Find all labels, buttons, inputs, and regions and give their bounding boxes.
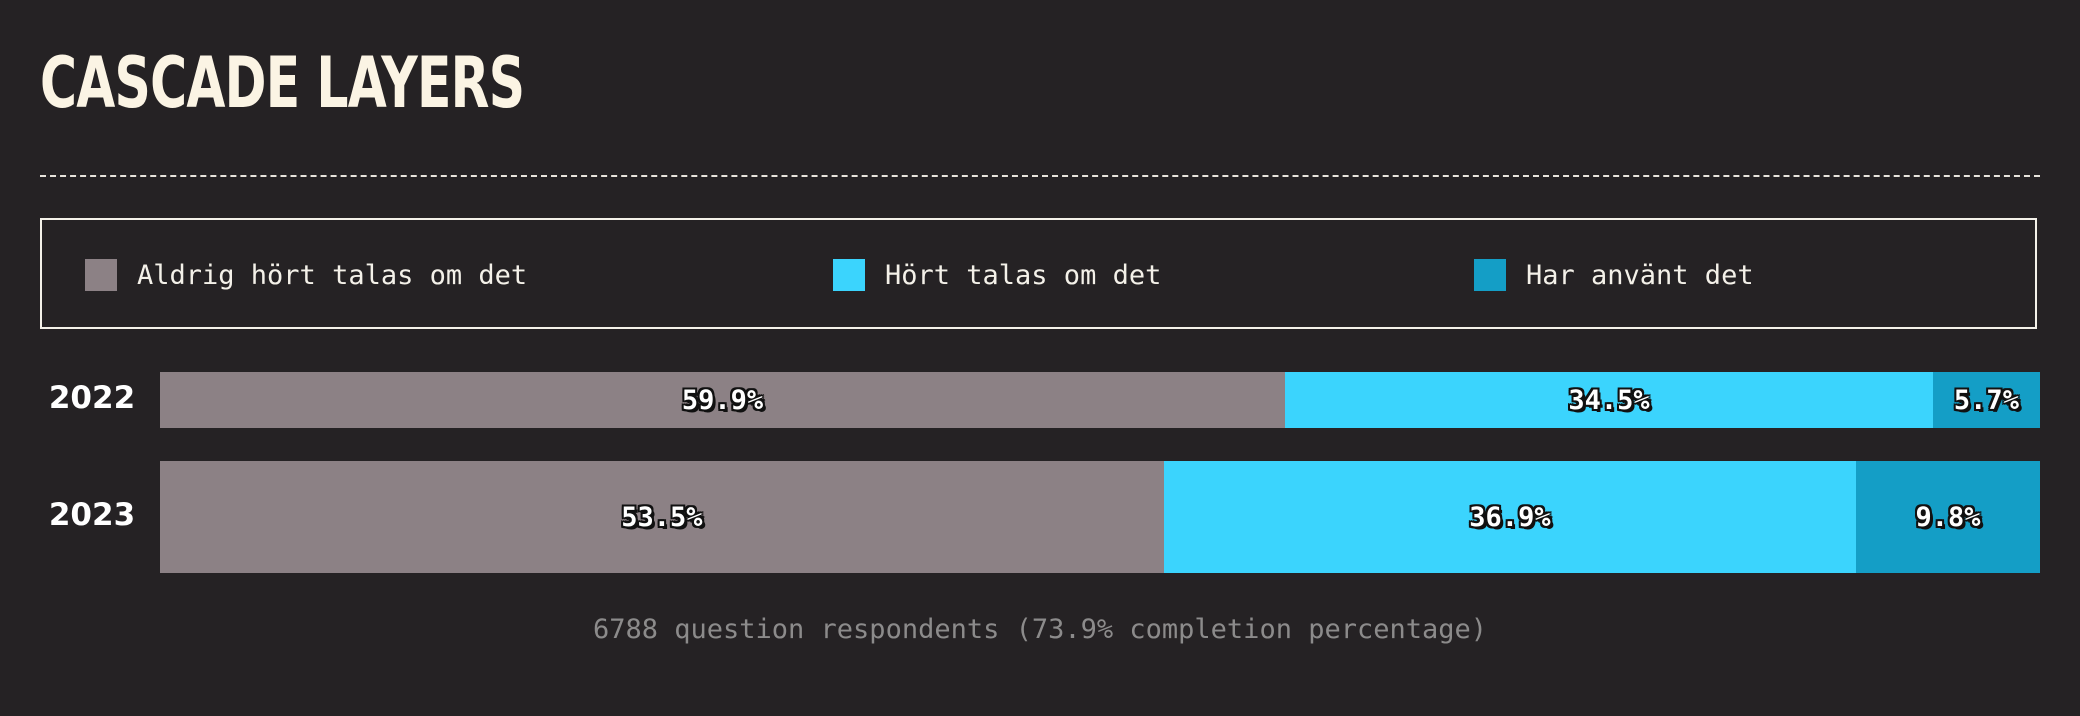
- legend: Aldrig hört talas om det Hört talas om d…: [40, 218, 2037, 329]
- legend-swatch-anvant: [1474, 259, 1506, 291]
- bar-value-label: 9.8%: [1915, 501, 1981, 533]
- legend-swatch-aldrig: [85, 259, 117, 291]
- legend-item-anvant[interactable]: Har använt det: [1474, 259, 1754, 291]
- bar-segment-2022-anvant[interactable]: 5.7%: [1932, 372, 2040, 428]
- bar-segment-2023-aldrig[interactable]: 53.5%: [160, 461, 1164, 573]
- legend-label-hort: Hört talas om det: [885, 259, 1162, 291]
- bar-value-label: 36.9%: [1469, 501, 1551, 533]
- bar-value-label: 5.7%: [1953, 384, 2019, 416]
- bar-segment-2023-anvant[interactable]: 9.8%: [1856, 461, 2040, 573]
- title-divider: [40, 175, 2040, 177]
- legend-swatch-hort: [833, 259, 865, 291]
- bar-value-label: 59.9%: [681, 384, 764, 416]
- year-label-2023: 2023: [48, 497, 136, 533]
- bar-segment-2022-aldrig[interactable]: 59.9%: [160, 372, 1285, 428]
- bar-value-label: 34.5%: [1568, 384, 1650, 416]
- chart-title: CASCADE LAYERS: [40, 42, 525, 124]
- year-label-2022: 2022: [48, 380, 136, 416]
- bar-row-2022: 59.9% 34.5% 5.7%: [160, 372, 2040, 428]
- respondents-footnote: 6788 question respondents (73.9% complet…: [592, 614, 1488, 645]
- bar-value-label: 53.5%: [621, 501, 703, 533]
- legend-label-aldrig: Aldrig hört talas om det: [137, 259, 528, 291]
- legend-label-anvant: Har använt det: [1526, 259, 1754, 291]
- bar-row-2023: 53.5% 36.9% 9.8%: [160, 461, 2040, 573]
- legend-item-aldrig[interactable]: Aldrig hört talas om det: [85, 259, 528, 291]
- bar-segment-2023-hort[interactable]: 36.9%: [1163, 461, 1857, 573]
- bar-segment-2022-hort[interactable]: 34.5%: [1284, 372, 1933, 428]
- legend-item-hort[interactable]: Hört talas om det: [833, 259, 1162, 291]
